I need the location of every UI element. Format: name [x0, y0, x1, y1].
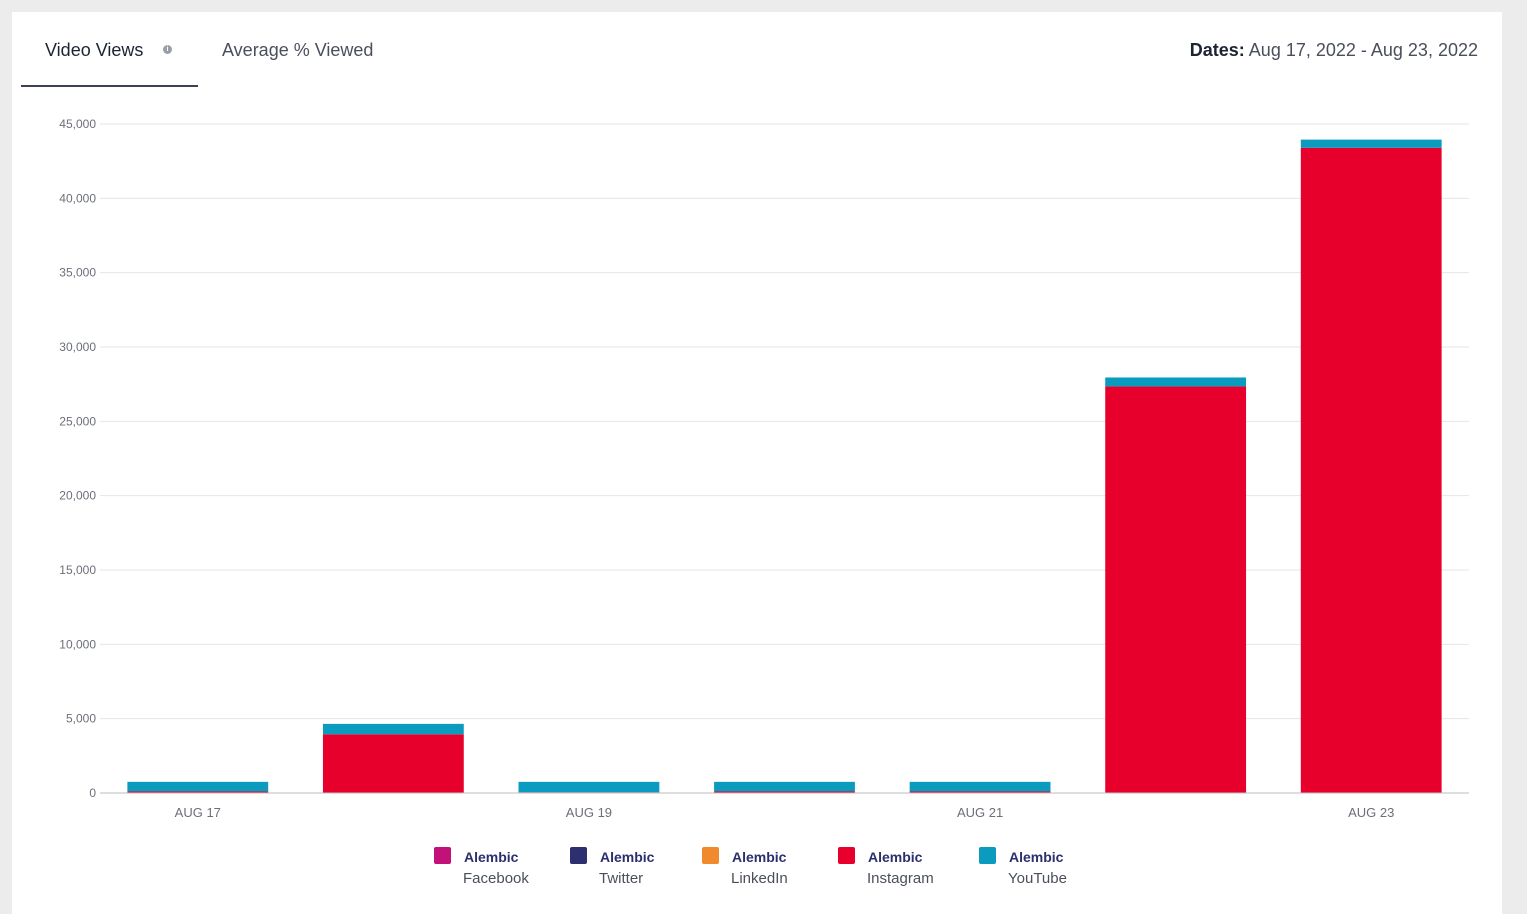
legend-brand-label: Alembic	[1009, 849, 1064, 865]
legend-brand-label: Alembic	[464, 849, 519, 865]
chart-card: Video Views i Average % Viewed Dates: Au…	[12, 12, 1502, 914]
bar-instagram-aug-18[interactable]	[322, 734, 464, 793]
legend-network-label: Facebook	[463, 870, 529, 887]
y-tick-label: 25,000	[59, 414, 96, 428]
legend-brand-label: Alembic	[732, 849, 787, 865]
tab-video-views-label: Video Views	[45, 40, 144, 60]
legend-brand-label: Alembic	[868, 849, 923, 865]
legend-network-label: Twitter	[599, 870, 644, 887]
x-tick-label: AUG 23	[1348, 805, 1394, 820]
bar-youtube-aug-17[interactable]	[127, 781, 269, 792]
bar-youtube-aug-21[interactable]	[909, 781, 1051, 792]
y-tick-label: 0	[89, 786, 96, 800]
legend-network-label: Instagram	[867, 870, 934, 887]
bar-instagram-aug-21[interactable]	[909, 791, 1051, 793]
legend-swatch	[838, 847, 855, 864]
x-tick-label: AUG 19	[566, 805, 612, 820]
tab-average-viewed[interactable]: Average % Viewed	[222, 40, 374, 60]
date-range-label: Dates:	[1189, 40, 1245, 60]
bar-youtube-aug-19[interactable]	[518, 781, 660, 793]
y-tick-label: 30,000	[59, 340, 96, 354]
bar-instagram-aug-20[interactable]	[714, 791, 855, 793]
x-tick-label: AUG 21	[957, 805, 1003, 820]
legend-network-label: LinkedIn	[731, 870, 788, 887]
tab-video-views[interactable]: Video Views i	[21, 12, 198, 87]
legend-swatch	[570, 847, 587, 864]
y-tick-label: 5,000	[66, 712, 96, 726]
legend-swatch	[434, 847, 451, 864]
bar-instagram-aug-23[interactable]	[1300, 147, 1442, 793]
y-tick-label: 10,000	[59, 637, 96, 651]
stacked-bar-chart: 0 5,000 10,000 15,000 20,000 25,000 30,000 35,0…	[59, 117, 1469, 820]
legend-brand-label: Alembic	[600, 849, 655, 865]
y-tick-label: 15,000	[59, 563, 96, 577]
legend-network-label: YouTube	[1008, 870, 1067, 887]
bar-instagram-aug-17[interactable]	[127, 791, 269, 793]
chart-legend: Alembic Facebook Alembic Twitter Alembic Link…	[434, 846, 1134, 896]
x-tick-label: AUG 17	[175, 805, 221, 820]
y-tick-label: 40,000	[59, 191, 96, 205]
info-icon[interactable]: i	[163, 45, 172, 54]
y-tick-label: 20,000	[59, 489, 96, 503]
y-tick-label: 45,000	[59, 117, 96, 131]
date-range[interactable]: Dates: Aug 17, 2022 - Aug 23, 2022	[1190, 12, 1478, 88]
bar-youtube-aug-18[interactable]	[322, 723, 464, 735]
bar-youtube-aug-20[interactable]	[714, 781, 855, 792]
y-tick-label: 35,000	[59, 266, 96, 280]
legend-swatch	[702, 847, 719, 864]
date-range-value: Aug 17, 2022 - Aug 23, 2022	[1248, 40, 1478, 60]
bar-youtube-aug-23[interactable]	[1300, 139, 1442, 148]
bar-instagram-aug-22[interactable]	[1105, 386, 1247, 793]
active-tab-indicator	[21, 85, 198, 87]
legend-swatch	[979, 847, 996, 864]
bar-youtube-aug-22[interactable]	[1105, 377, 1247, 387]
